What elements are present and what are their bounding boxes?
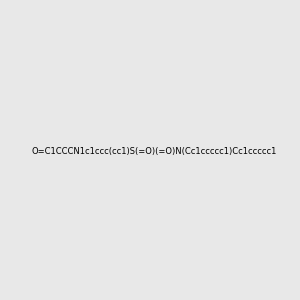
Text: O=C1CCCN1c1ccc(cc1)S(=O)(=O)N(Cc1ccccc1)Cc1ccccc1: O=C1CCCN1c1ccc(cc1)S(=O)(=O)N(Cc1ccccc1)… (31, 147, 276, 156)
